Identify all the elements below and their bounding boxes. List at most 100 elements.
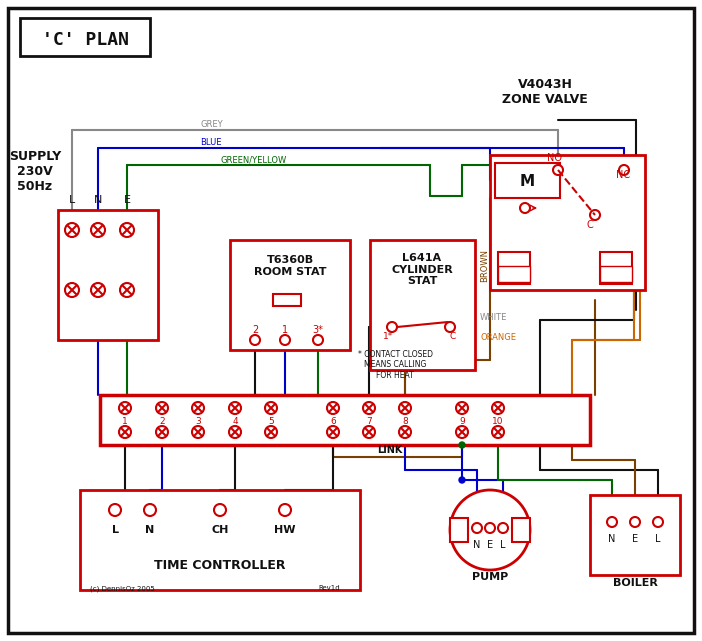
Circle shape [91, 223, 105, 237]
Circle shape [399, 402, 411, 414]
Circle shape [456, 402, 468, 414]
Text: PUMP: PUMP [472, 572, 508, 582]
Text: 1: 1 [122, 417, 128, 426]
Text: BLUE: BLUE [200, 138, 222, 147]
Text: 5: 5 [268, 417, 274, 426]
Circle shape [265, 426, 277, 438]
Circle shape [192, 426, 204, 438]
Circle shape [459, 442, 465, 448]
Text: V4043H
ZONE VALVE: V4043H ZONE VALVE [502, 78, 588, 106]
Circle shape [229, 426, 241, 438]
Circle shape [120, 283, 134, 297]
Circle shape [450, 490, 530, 570]
Circle shape [387, 322, 397, 332]
Bar [498, 252, 530, 284]
Circle shape [119, 402, 131, 414]
Text: E: E [124, 195, 131, 205]
Text: L: L [501, 540, 505, 550]
Text: N: N [94, 195, 102, 205]
Bar [20, 18, 150, 56]
Text: 8: 8 [402, 417, 408, 426]
Bar [58, 210, 158, 340]
Circle shape [250, 335, 260, 345]
Text: C: C [450, 332, 456, 341]
Bar [450, 518, 468, 542]
Circle shape [492, 426, 504, 438]
Circle shape [472, 523, 482, 533]
Text: NC: NC [616, 170, 630, 180]
Circle shape [445, 322, 455, 332]
Circle shape [607, 517, 617, 527]
Text: BOILER: BOILER [613, 578, 658, 588]
Circle shape [492, 402, 504, 414]
Text: 6: 6 [330, 417, 336, 426]
Circle shape [65, 223, 79, 237]
Text: L: L [69, 195, 75, 205]
Text: L641A
CYLINDER
STAT: L641A CYLINDER STAT [391, 253, 453, 286]
Text: 1: 1 [282, 325, 288, 335]
Text: NO: NO [548, 153, 562, 163]
Circle shape [120, 223, 134, 237]
Text: 2: 2 [159, 417, 165, 426]
Text: TIME CONTROLLER: TIME CONTROLLER [154, 559, 286, 572]
Circle shape [144, 504, 156, 516]
Circle shape [590, 210, 600, 220]
Text: GREY: GREY [200, 120, 223, 129]
Circle shape [485, 523, 495, 533]
Text: (c) DennisOz 2005: (c) DennisOz 2005 [90, 585, 154, 592]
Circle shape [280, 335, 290, 345]
Bar [100, 395, 590, 445]
Text: 10: 10 [492, 417, 504, 426]
Circle shape [65, 283, 79, 297]
Text: L: L [655, 534, 661, 544]
Circle shape [498, 523, 508, 533]
Text: 3*: 3* [312, 325, 324, 335]
Bar [498, 266, 530, 282]
Text: L: L [112, 525, 119, 535]
Bar [590, 495, 680, 575]
Circle shape [520, 203, 530, 213]
Circle shape [327, 426, 339, 438]
Circle shape [313, 335, 323, 345]
Circle shape [91, 283, 105, 297]
Bar [495, 163, 560, 198]
Text: N: N [145, 525, 154, 535]
Text: 9: 9 [459, 417, 465, 426]
Text: C: C [587, 220, 593, 230]
Circle shape [109, 504, 121, 516]
Text: 'C' PLAN: 'C' PLAN [41, 31, 128, 49]
Circle shape [156, 426, 168, 438]
Text: 4: 4 [232, 417, 238, 426]
Circle shape [619, 165, 629, 175]
Circle shape [459, 477, 465, 483]
Bar [273, 294, 301, 306]
Circle shape [214, 504, 226, 516]
Text: E: E [487, 540, 493, 550]
Text: 3: 3 [195, 417, 201, 426]
Circle shape [363, 402, 375, 414]
Circle shape [229, 402, 241, 414]
Text: M: M [519, 174, 534, 188]
Circle shape [192, 402, 204, 414]
Circle shape [279, 504, 291, 516]
Circle shape [156, 402, 168, 414]
Text: 2: 2 [252, 325, 258, 335]
Text: LINK: LINK [377, 445, 403, 455]
Text: T6360B
ROOM STAT: T6360B ROOM STAT [253, 255, 326, 277]
Circle shape [399, 426, 411, 438]
Text: WHITE: WHITE [480, 313, 508, 322]
Circle shape [653, 517, 663, 527]
Circle shape [327, 402, 339, 414]
Bar [230, 240, 350, 350]
Circle shape [265, 402, 277, 414]
Circle shape [456, 426, 468, 438]
Text: BROWN: BROWN [480, 249, 489, 282]
Text: HW: HW [274, 525, 296, 535]
Text: E: E [632, 534, 638, 544]
Text: CH: CH [211, 525, 229, 535]
Text: N: N [473, 540, 481, 550]
Text: GREEN/YELLOW: GREEN/YELLOW [220, 155, 286, 164]
Text: Rev1d: Rev1d [319, 585, 340, 591]
Circle shape [630, 517, 640, 527]
Bar [512, 518, 530, 542]
